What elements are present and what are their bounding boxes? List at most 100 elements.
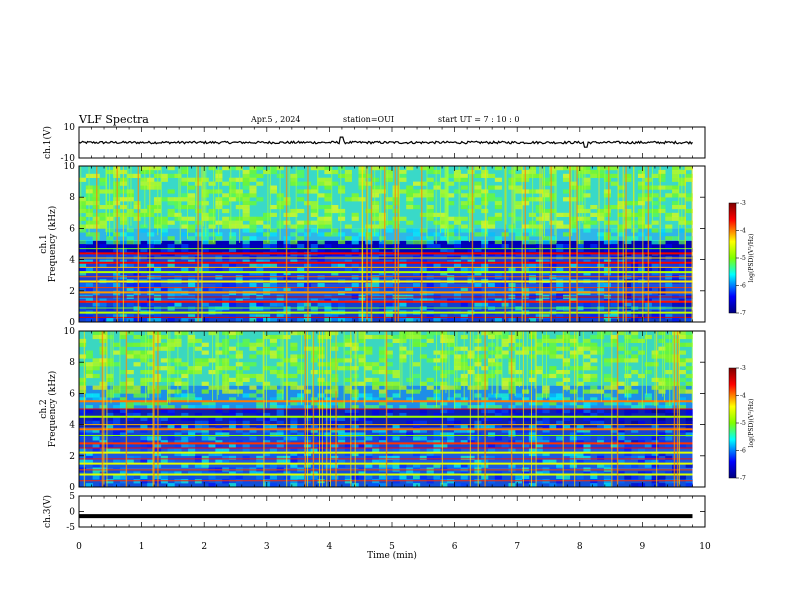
spectrogram-cell: [481, 224, 489, 229]
spectrogram-cell: [637, 208, 646, 214]
spectrogram-cell: [215, 440, 223, 445]
spectrogram-cell: [678, 267, 686, 272]
spectrogram-cell: [678, 275, 686, 280]
spectrogram-cell: [188, 224, 196, 229]
spectrogram-cell: [685, 193, 693, 198]
spectrogram-cell: [426, 166, 434, 171]
spectrogram-cell: [140, 166, 148, 171]
spectrogram-cell: [378, 366, 387, 371]
spectrogram-cell: [269, 166, 277, 171]
spectrogram-cell: [338, 401, 346, 406]
spectrogram-cell: [528, 451, 537, 457]
spectrogram-cell: [467, 463, 475, 468]
spectrogram-cell: [440, 228, 448, 233]
spectrogram-cell: [147, 240, 155, 245]
spectrogram-cell: [549, 166, 557, 171]
spectrogram-cell: [269, 350, 277, 355]
spectrogram-cell: [290, 247, 298, 253]
spectrogram-cell: [365, 428, 373, 433]
spectrogram-cell: [174, 286, 182, 292]
spectrogram-cell: [188, 338, 196, 343]
spectrogram-cell: [562, 475, 571, 480]
spectrogram-cell: [556, 166, 564, 171]
spectrogram-cell: [174, 440, 182, 445]
spectrogram-cell: [140, 169, 148, 175]
spectrogram-cell: [372, 385, 380, 390]
spectrogram-cell: [249, 177, 257, 182]
spectrogram-cell: [576, 381, 584, 386]
spectrogram-cell: [651, 459, 659, 464]
spectrogram-cell: [290, 424, 298, 429]
colorbar-tick-label: -7: [740, 475, 746, 482]
spectrogram-cell: [419, 267, 427, 272]
spectrogram-cell: [576, 189, 584, 194]
spectrogram-cell: [276, 314, 284, 319]
spectrogram-cell: [576, 208, 584, 214]
spectrogram-cell: [453, 463, 462, 468]
spectrogram-cell: [372, 275, 380, 280]
spectrogram-cell: [235, 298, 243, 303]
spectrogram-cell: [542, 428, 550, 433]
spectrogram-cell: [522, 479, 530, 484]
spectrogram-cell: [317, 220, 325, 225]
spectrogram-cell: [290, 448, 298, 453]
spectrogram-cell: [419, 409, 427, 414]
spectrogram-cell: [119, 401, 128, 406]
spectrogram-cell: [460, 440, 468, 445]
spectrogram-cell: [242, 240, 250, 245]
spectrogram-cell: [597, 259, 605, 264]
spectrogram-cell: [147, 389, 155, 394]
spectrogram-cell: [610, 181, 618, 186]
spectrogram-cell: [85, 314, 93, 319]
spectrogram-cell: [678, 475, 686, 480]
spectrogram-cell: [263, 436, 271, 441]
spectrogram-cell: [535, 459, 543, 464]
spectrogram-cell: [440, 444, 448, 449]
spectrogram-cell: [610, 240, 618, 245]
spectrogram-cell: [651, 436, 659, 441]
spectrogram-cell: [344, 448, 352, 453]
spectrogram-cell: [658, 302, 666, 307]
spectrogram-cell: [590, 169, 598, 175]
spectrogram-cell: [140, 358, 148, 363]
spectrogram-cell: [624, 314, 632, 319]
spectrogram-cell: [344, 475, 352, 480]
spectrogram-cell: [181, 216, 189, 221]
spectrogram-cell: [269, 475, 277, 480]
y-tick-label: 0: [69, 318, 75, 328]
spectrogram-cell: [201, 177, 209, 182]
spectrogram-cell: [549, 444, 557, 449]
spectrogram-cell: [447, 420, 455, 425]
spectrogram-cell: [126, 232, 134, 237]
spectrogram-cell: [631, 354, 639, 359]
spectrogram-cell: [228, 483, 237, 488]
spectrogram-cell: [290, 212, 298, 217]
spectrogram-cell: [269, 448, 277, 453]
spectrogram-cell: [160, 416, 168, 421]
spectrogram-cell: [208, 212, 216, 217]
spectrogram-cell: [392, 302, 400, 307]
spectrogram-cell: [344, 224, 352, 229]
colorbar-tick-label: -5: [740, 255, 746, 262]
spectrogram-cell: [610, 275, 618, 280]
spectrogram-cell: [372, 228, 380, 233]
spectrogram-cell: [276, 459, 284, 464]
spectrogram-cell: [501, 381, 509, 386]
spectrogram-cell: [372, 409, 380, 414]
spectrogram-cell: [147, 177, 155, 182]
spectrogram-cell: [167, 436, 175, 441]
spectrogram-cell: [242, 373, 250, 379]
spectrogram-cell: [331, 247, 339, 253]
spectrogram-cell: [249, 236, 257, 241]
spectrogram-cell: [624, 409, 632, 414]
spectrogram-cell: [181, 397, 189, 402]
spectrogram-cell: [685, 416, 693, 421]
spectrogram-cell: [440, 475, 448, 480]
spectrogram-cell: [160, 479, 168, 484]
spectrogram-cell: [406, 298, 414, 303]
spectrogram-cell: [365, 397, 373, 402]
spectrogram-cell: [406, 397, 414, 402]
spectrogram-cell: [474, 173, 482, 178]
spectrogram-cell: [685, 259, 693, 264]
spectrogram-cell: [256, 263, 264, 268]
